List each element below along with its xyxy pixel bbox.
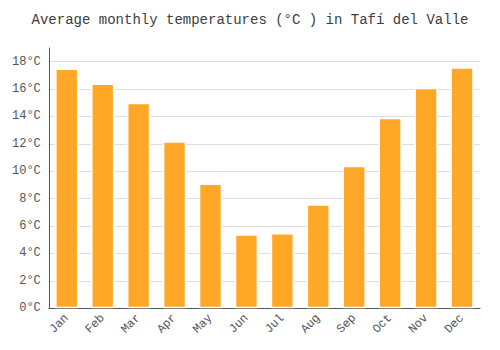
svg-text:8°C: 8°C [19,192,41,206]
svg-text:Mar: Mar [118,311,143,336]
svg-text:Oct: Oct [370,311,395,336]
svg-text:16°C: 16°C [12,82,41,96]
svg-text:Jan: Jan [47,311,72,336]
svg-text:6°C: 6°C [19,219,41,233]
svg-text:Jun: Jun [226,311,251,336]
svg-text:14°C: 14°C [12,109,41,123]
svg-text:Feb: Feb [82,311,107,336]
svg-text:0°C: 0°C [19,301,41,315]
svg-text:May: May [190,311,215,336]
svg-text:Nov: Nov [406,311,431,336]
svg-text:Aug: Aug [298,311,323,336]
svg-text:10°C: 10°C [12,164,41,178]
svg-text:2°C: 2°C [19,274,41,288]
svg-text:Average monthly temperatures (: Average monthly temperatures (°C ) in Ta… [32,12,469,28]
svg-text:Dec: Dec [442,311,467,336]
svg-text:Jul: Jul [262,311,287,336]
svg-text:12°C: 12°C [12,137,41,151]
svg-text:Sep: Sep [334,311,359,336]
svg-text:4°C: 4°C [19,246,41,260]
svg-text:18°C: 18°C [12,55,41,69]
svg-text:Apr: Apr [154,311,179,336]
